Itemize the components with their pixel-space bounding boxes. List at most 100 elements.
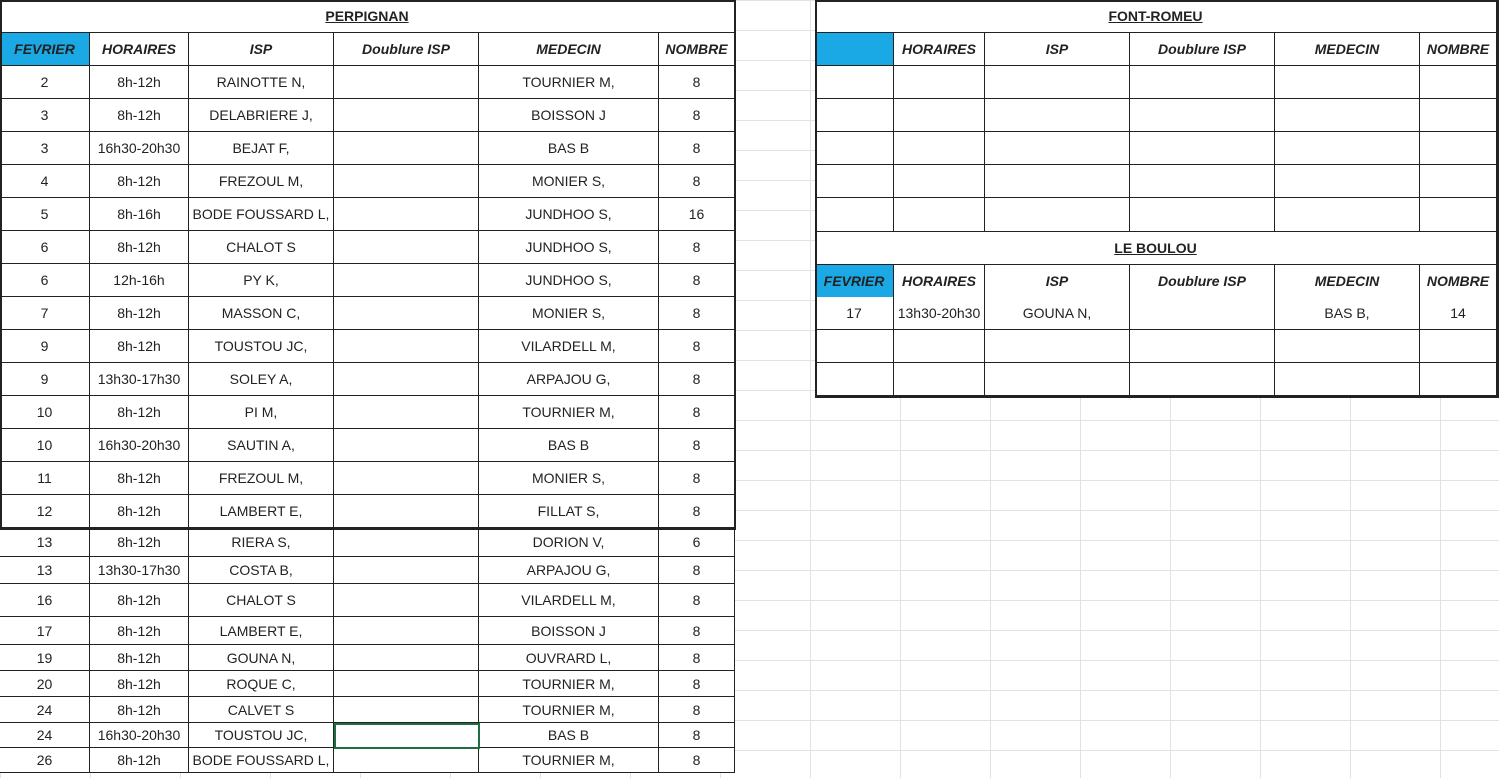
cell-medecin[interactable]: FILLAT S, [479, 495, 659, 528]
cell-isp[interactable]: COSTA B, [189, 557, 334, 584]
cell-medecin[interactable]: TOURNIER M, [479, 66, 659, 99]
cell-fevrier[interactable]: 13 [0, 557, 90, 584]
cell-isp[interactable]: BEJAT F, [189, 132, 334, 165]
cell-doublure-isp[interactable] [334, 495, 479, 528]
cell-medecin[interactable] [1275, 165, 1420, 198]
cell-fevrier[interactable]: 11 [0, 462, 90, 495]
cell-isp[interactable]: LAMBERT E, [189, 495, 334, 528]
cell-medecin[interactable]: TOURNIER M, [479, 396, 659, 429]
cell-fevrier[interactable]: 9 [0, 330, 90, 363]
cell-nombre[interactable]: 8 [659, 132, 735, 165]
cell-medecin[interactable]: OUVRARD L, [479, 645, 659, 671]
cell-fevrier[interactable]: 5 [0, 198, 90, 231]
cell-horaires[interactable]: 8h-12h [90, 495, 189, 528]
cell-fevrier[interactable]: 6 [0, 231, 90, 264]
cell-horaires[interactable]: 12h-16h [90, 264, 189, 297]
cell-medecin[interactable]: MONIER S, [479, 297, 659, 330]
cell-isp[interactable] [985, 99, 1130, 132]
cell-nombre[interactable]: 8 [659, 99, 735, 132]
cell-nombre[interactable]: 8 [659, 645, 735, 671]
cell-isp[interactable]: TOUSTOU JC, [189, 723, 334, 748]
cell-isp[interactable]: DELABRIERE J, [189, 99, 334, 132]
cell-isp[interactable]: LAMBERT E, [189, 617, 334, 645]
cell-isp[interactable]: PY K, [189, 264, 334, 297]
cell-medecin[interactable]: ARPAJOU G, [479, 557, 659, 584]
cell-doublure-isp[interactable] [334, 557, 479, 584]
cell-isp[interactable]: RIERA S, [189, 528, 334, 557]
cell-fevrier[interactable] [815, 363, 894, 396]
cell-horaires[interactable]: 16h30-20h30 [90, 723, 189, 748]
cell-fevrier[interactable]: 12 [0, 495, 90, 528]
cell-fevrier[interactable]: 9 [0, 363, 90, 396]
cell-isp[interactable]: SAUTIN A, [189, 429, 334, 462]
cell-horaires[interactable] [894, 363, 985, 396]
cell-isp[interactable]: BODE FOUSSARD L, [189, 748, 334, 773]
cell-horaires[interactable] [894, 198, 985, 232]
cell-horaires[interactable]: 8h-12h [90, 330, 189, 363]
cell-doublure-isp[interactable] [1130, 66, 1275, 99]
cell-medecin[interactable] [1275, 66, 1420, 99]
cell-doublure-isp[interactable] [334, 528, 479, 557]
cell-medecin[interactable]: TOURNIER M, [479, 671, 659, 697]
cell-medecin[interactable]: BAS B [479, 132, 659, 165]
cell-isp[interactable] [985, 330, 1130, 363]
cell-fevrier[interactable] [815, 165, 894, 198]
cell-fevrier[interactable]: 2 [0, 66, 90, 99]
cell-nombre[interactable]: 8 [659, 697, 735, 723]
cell-fevrier[interactable] [815, 198, 894, 232]
cell-horaires[interactable]: 16h30-20h30 [90, 429, 189, 462]
cell-isp[interactable] [985, 198, 1130, 232]
cell-fevrier[interactable]: 10 [0, 396, 90, 429]
cell-medecin[interactable]: BOISSON J [479, 617, 659, 645]
cell-medecin[interactable]: JUNDHOO S, [479, 198, 659, 231]
cell-nombre[interactable]: 8 [659, 495, 735, 528]
cell-horaires[interactable]: 8h-12h [90, 645, 189, 671]
cell-fevrier[interactable]: 10 [0, 429, 90, 462]
cell-medecin[interactable]: JUNDHOO S, [479, 264, 659, 297]
cell-horaires[interactable] [894, 330, 985, 363]
cell-horaires[interactable]: 8h-12h [90, 396, 189, 429]
cell-fevrier[interactable]: 4 [0, 165, 90, 198]
cell-doublure-isp[interactable] [334, 231, 479, 264]
cell-doublure-isp[interactable] [334, 165, 479, 198]
cell-nombre[interactable]: 8 [659, 671, 735, 697]
cell-fevrier[interactable]: 17 [815, 297, 894, 330]
cell-horaires[interactable]: 13h30-17h30 [90, 557, 189, 584]
cell-isp[interactable]: RAINOTTE N, [189, 66, 334, 99]
cell-nombre[interactable]: 8 [659, 462, 735, 495]
cell-doublure-isp[interactable] [334, 723, 479, 748]
cell-nombre[interactable] [1420, 165, 1497, 198]
cell-doublure-isp[interactable] [1130, 99, 1275, 132]
cell-nombre[interactable] [1420, 66, 1497, 99]
cell-horaires[interactable]: 16h30-20h30 [90, 132, 189, 165]
cell-nombre[interactable] [1420, 330, 1497, 363]
cell-isp[interactable]: CALVET S [189, 697, 334, 723]
cell-doublure-isp[interactable] [334, 132, 479, 165]
cell-doublure-isp[interactable] [1130, 297, 1275, 330]
cell-medecin[interactable]: BAS B [479, 723, 659, 748]
cell-nombre[interactable]: 8 [659, 264, 735, 297]
cell-fevrier[interactable] [815, 330, 894, 363]
cell-fevrier[interactable]: 24 [0, 723, 90, 748]
cell-doublure-isp[interactable] [334, 617, 479, 645]
cell-nombre[interactable]: 8 [659, 617, 735, 645]
cell-medecin[interactable]: ARPAJOU G, [479, 363, 659, 396]
cell-doublure-isp[interactable] [334, 396, 479, 429]
cell-fevrier[interactable]: 20 [0, 671, 90, 697]
cell-isp[interactable]: FREZOUL M, [189, 165, 334, 198]
cell-fevrier[interactable] [815, 66, 894, 99]
cell-horaires[interactable]: 8h-16h [90, 198, 189, 231]
cell-fevrier[interactable] [815, 132, 894, 165]
cell-fevrier[interactable]: 3 [0, 132, 90, 165]
cell-isp[interactable]: TOUSTOU JC, [189, 330, 334, 363]
cell-medecin[interactable]: VILARDELL M, [479, 330, 659, 363]
cell-isp[interactable]: CHALOT S [189, 584, 334, 617]
cell-horaires[interactable] [894, 66, 985, 99]
cell-isp[interactable] [985, 66, 1130, 99]
cell-fevrier[interactable]: 7 [0, 297, 90, 330]
cell-isp[interactable]: SOLEY A, [189, 363, 334, 396]
cell-nombre[interactable] [1420, 99, 1497, 132]
cell-doublure-isp[interactable] [1130, 198, 1275, 232]
cell-medecin[interactable] [1275, 330, 1420, 363]
cell-nombre[interactable]: 8 [659, 723, 735, 748]
